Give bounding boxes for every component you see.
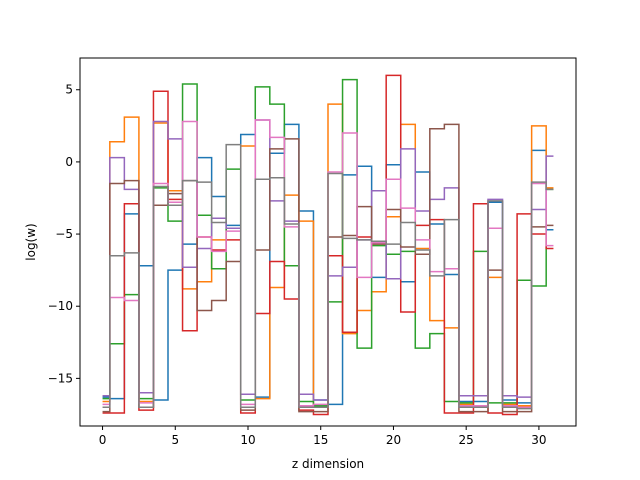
x-tick-label: 0 [99,433,107,447]
series-layer [102,74,554,416]
x-tick-label: 5 [171,433,179,447]
x-tick-label: 30 [531,433,546,447]
y-tick-label: −15 [48,371,73,385]
x-tick-label: 25 [459,433,474,447]
y-tick-label: −5 [55,227,73,241]
series-line-7 [102,143,554,410]
x-axis-ticks: 0 5 10 15 20 25 30 [99,426,547,447]
y-axis-label: log(w) [24,223,38,260]
x-tick-label: 10 [240,433,255,447]
plot-frame [79,57,577,427]
x-axis-label: z dimension [292,457,364,471]
y-tick-label: −10 [48,299,73,313]
y-tick-label: 0 [65,155,73,169]
y-axis-ticks: −15 −10 −5 0 5 [48,83,80,385]
x-tick-label: 20 [386,433,401,447]
x-tick-label: 15 [313,433,328,447]
y-tick-label: 5 [65,83,73,97]
